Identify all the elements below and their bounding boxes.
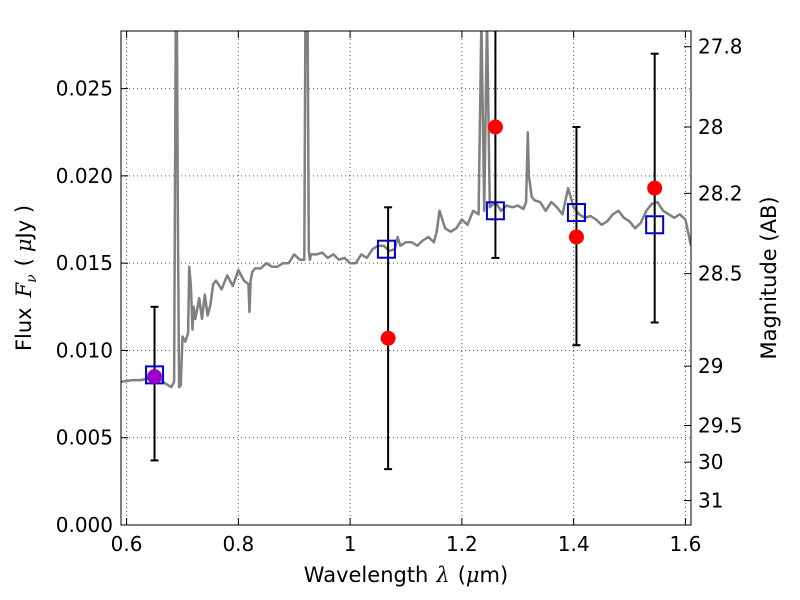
observed-point bbox=[487, 119, 503, 135]
y-tick-label: 0.015 bbox=[56, 251, 113, 275]
right-tick-label: 31 bbox=[698, 489, 723, 513]
x-tick-label: 1.6 bbox=[670, 532, 702, 556]
x-tick-label: 1.4 bbox=[558, 532, 590, 556]
observed-point bbox=[380, 330, 396, 346]
axis-ticks: 0.6 0.8 1 1.2 1.4 1.6 0.000 0.005 0.010 0.015 0.02… bbox=[56, 31, 743, 556]
x-tick-label: 0.6 bbox=[111, 532, 143, 556]
y-tick-label: 0.005 bbox=[56, 426, 113, 450]
x-tick-label: 1.2 bbox=[446, 532, 478, 556]
model-spectrum-line bbox=[121, 31, 691, 389]
right-tick-label: 27.8 bbox=[698, 35, 743, 59]
y-tick-label: 0.020 bbox=[56, 164, 113, 188]
grid bbox=[121, 31, 691, 525]
model-square bbox=[566, 203, 586, 223]
x-axis-label: Wavelength λ (μm) bbox=[304, 563, 508, 587]
x-tick-label: 1 bbox=[344, 532, 357, 556]
observed-point bbox=[568, 229, 584, 245]
right-tick-label: 29 bbox=[698, 354, 723, 378]
right-tick-label: 29.5 bbox=[698, 414, 743, 438]
y-tick-label: 0.010 bbox=[56, 338, 113, 362]
model-square bbox=[376, 239, 396, 259]
model-photometry-layer bbox=[145, 201, 665, 385]
model-square bbox=[645, 215, 665, 235]
observed-photometry-layer bbox=[147, 119, 663, 385]
right-tick-label: 28 bbox=[698, 115, 723, 139]
right-axis-label: Magnitude (AB) bbox=[757, 196, 781, 359]
y-axis-label: FluxFν(μJy ) bbox=[12, 205, 40, 351]
model-square bbox=[485, 201, 505, 221]
right-tick-label: 30 bbox=[698, 450, 723, 474]
right-tick-label: 28.5 bbox=[698, 262, 743, 286]
right-tick-label: 28.2 bbox=[698, 181, 743, 205]
y-tick-label: 0.025 bbox=[56, 77, 113, 101]
observed-point bbox=[647, 180, 663, 196]
y-tick-label: 0.000 bbox=[56, 513, 113, 537]
observed-point bbox=[147, 369, 163, 385]
plot-frame bbox=[120, 30, 692, 526]
spectrum-layer bbox=[121, 31, 691, 389]
x-tick-label: 0.8 bbox=[222, 532, 254, 556]
